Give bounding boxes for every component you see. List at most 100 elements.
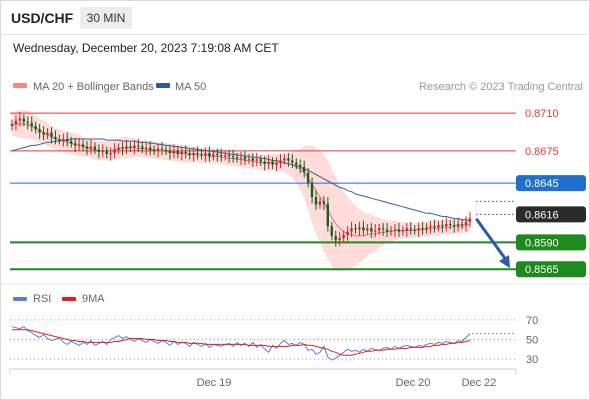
legend: MA 20 + Bollinger Bands MA 50 Research ©… <box>13 81 583 93</box>
bollinger-band-area <box>12 109 470 272</box>
candle-body <box>302 167 306 173</box>
candle-body <box>318 201 322 205</box>
bollinger-band <box>12 109 470 272</box>
candle-body <box>196 153 199 155</box>
candle-body <box>374 230 377 232</box>
candle-body <box>137 145 140 147</box>
candle-body <box>310 183 314 198</box>
candle-body <box>73 143 77 146</box>
candle-body <box>70 141 73 144</box>
candle-body <box>101 150 104 152</box>
candle-body <box>208 153 211 157</box>
candle-body <box>85 146 89 149</box>
resistance-level-label: 0.8710 <box>525 108 559 120</box>
candle-body <box>168 150 172 153</box>
candle-body <box>164 149 168 151</box>
candle-body <box>445 224 448 227</box>
candle-body <box>346 231 349 235</box>
candle-body <box>350 228 353 232</box>
candle-body <box>38 129 41 133</box>
candle-body <box>188 153 191 156</box>
candle-body <box>283 158 286 161</box>
candle-body <box>366 228 369 231</box>
candle-body <box>326 203 329 227</box>
pivot-level-label: 0.8645 <box>525 178 559 190</box>
candle-body <box>362 227 365 231</box>
support-level-tag <box>516 261 586 278</box>
candle-body <box>279 160 282 163</box>
x-tick-label: Dec 20 <box>396 377 431 389</box>
candle-body <box>239 157 243 159</box>
candle-body <box>129 146 132 148</box>
candle-body <box>46 132 49 135</box>
candle-body <box>220 155 223 157</box>
candle-body <box>468 218 472 222</box>
candle-body <box>156 148 160 151</box>
candle-body <box>433 226 436 228</box>
candle-body <box>259 159 262 162</box>
support-level-label: 0.8565 <box>525 264 559 276</box>
candle-body <box>89 146 93 149</box>
rsi-line <box>11 326 471 361</box>
candle-body <box>231 156 235 158</box>
candle-body <box>314 197 318 205</box>
candle-body <box>334 235 337 241</box>
resistance-level-label: 0.8675 <box>525 146 559 158</box>
candle-body <box>263 161 266 164</box>
candle-body <box>255 159 258 161</box>
price-levels <box>10 112 516 271</box>
candle-body <box>358 227 361 230</box>
timeframe-badge[interactable]: 30 MIN <box>80 7 132 29</box>
legend-label-rsi: RSI <box>33 293 51 305</box>
candle-body <box>251 158 254 161</box>
candle-body <box>180 151 183 155</box>
rsi-legend: RSI 9MA <box>13 293 105 305</box>
legend-swatch-rsi <box>13 297 27 301</box>
candle-body <box>330 226 333 236</box>
candle-body <box>235 157 239 159</box>
candle-body <box>50 132 53 137</box>
candle-body <box>393 229 397 231</box>
candle-body <box>212 154 215 157</box>
candle-body <box>121 147 124 149</box>
symbol-title: USD/CHF <box>11 10 74 26</box>
candle-body <box>322 201 326 204</box>
current-price-tag <box>516 206 586 223</box>
candle-body <box>93 146 97 150</box>
candle-body <box>109 153 112 155</box>
candle-body <box>275 162 278 165</box>
candle-body <box>62 139 65 141</box>
candle-body <box>381 228 385 230</box>
candle-body <box>160 148 164 150</box>
candle-body <box>26 121 29 123</box>
legend-swatch-9ma <box>62 297 76 301</box>
candle-body <box>145 147 148 149</box>
legend-label-ma50: MA 50 <box>175 81 206 93</box>
x-tick-label: Dec 19 <box>197 377 232 389</box>
candle-body <box>464 221 468 226</box>
candle-body <box>338 238 341 241</box>
candle-body <box>421 228 424 230</box>
candle-body <box>125 146 128 149</box>
forecast-arrow-head <box>499 255 510 269</box>
candle-body <box>10 123 14 127</box>
legend-swatch-ma50 <box>156 83 170 88</box>
candle-body <box>385 229 389 232</box>
candle-body <box>460 224 464 226</box>
candle-body <box>425 227 428 230</box>
candle-body <box>342 234 345 238</box>
rsi-grid: 70 50 30 <box>10 315 538 366</box>
candle-body <box>429 226 432 228</box>
x-tick-label: Dec 22 <box>462 377 497 389</box>
candle-body <box>141 146 144 149</box>
candle-body <box>66 139 69 142</box>
candle-body <box>58 139 61 141</box>
candle-body <box>243 157 247 160</box>
forecast-arrow-shaft <box>475 218 509 263</box>
chart-header: USD/CHF 30 MIN <box>0 0 588 34</box>
candle-body <box>397 229 401 232</box>
candle-body <box>295 162 298 165</box>
candle-body <box>133 145 136 148</box>
pivot-level-tag <box>516 175 586 192</box>
